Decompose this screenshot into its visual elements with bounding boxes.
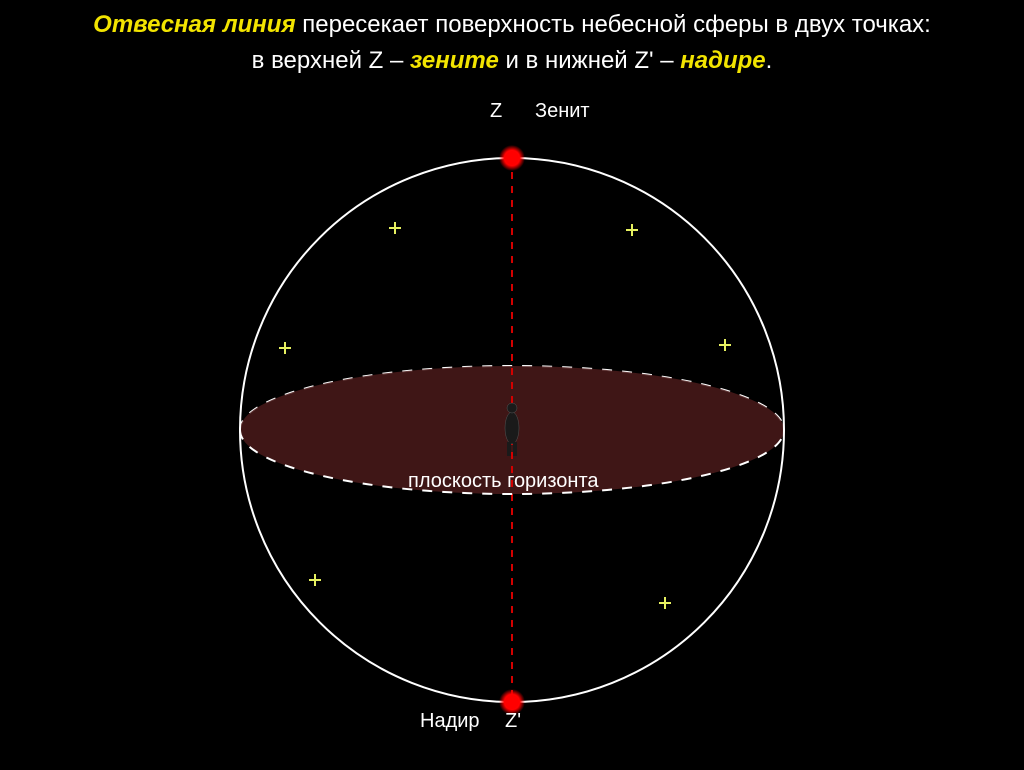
- header-text: Отвесная линия пересекает поверхность не…: [0, 0, 1024, 77]
- horizon-plane-label: плоскость горизонта: [408, 470, 599, 493]
- celestial-sphere-diagram: [0, 90, 1024, 768]
- zenith-letter-label: Z: [490, 100, 502, 123]
- star-icon: [309, 574, 321, 586]
- term-nadir: надире: [680, 47, 765, 74]
- nadir-text-label: Надир: [420, 710, 480, 733]
- zenith-point: [505, 151, 519, 165]
- term-plumb-line: Отвесная линия: [93, 11, 295, 38]
- nadir-letter-label: Z': [505, 710, 521, 733]
- term-zenith: зените: [410, 47, 499, 74]
- header-2a: в верхней Z –: [252, 47, 410, 74]
- nadir-point: [505, 695, 519, 709]
- star-icon: [389, 222, 401, 234]
- star-icon: [659, 597, 671, 609]
- sphere-svg: [0, 90, 1024, 770]
- star-icon: [719, 339, 731, 351]
- header-2end: .: [766, 47, 773, 74]
- zenith-text-label: Зенит: [535, 100, 590, 123]
- header-rest-1: пересекает поверхность небесной сферы в …: [296, 11, 931, 38]
- star-icon: [626, 224, 638, 236]
- header-2b: и в нижней Z' –: [499, 47, 680, 74]
- star-icon: [279, 342, 291, 354]
